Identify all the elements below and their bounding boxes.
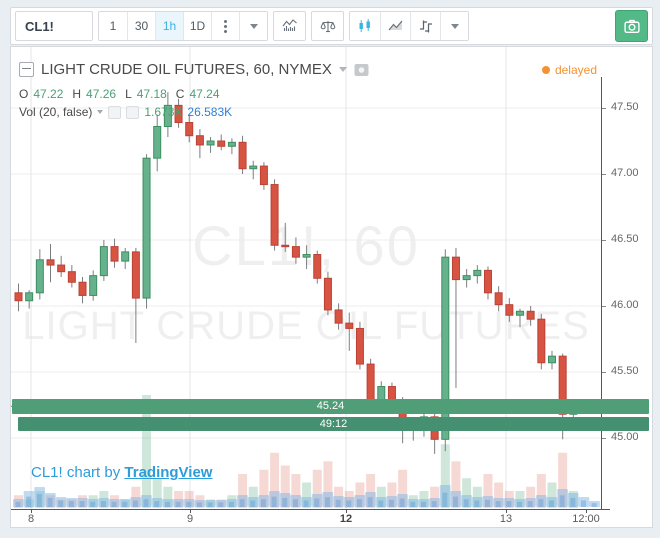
symbol-label: CL1! [25, 18, 54, 34]
price-tick-label: 47.50 [611, 101, 639, 113]
open-label: O [19, 87, 29, 101]
high-label: H [72, 87, 82, 101]
price-chart[interactable] [11, 47, 652, 527]
time-tick-label: 8 [27, 513, 35, 525]
interval-1-button[interactable]: 1 [99, 12, 127, 40]
price-axis[interactable]: 47.50 47.00 46.50 46.00 45.50 45.00 [602, 47, 652, 509]
volume-ma-value: 26.583K [187, 105, 233, 119]
price-tick [602, 239, 606, 241]
compare-scales-icon [320, 21, 335, 33]
price-tick [602, 371, 606, 373]
candles-style-button[interactable] [350, 12, 380, 40]
time-axis[interactable]: 8 9 12 13 12:00 [11, 509, 652, 527]
delayed-dot-icon [541, 66, 550, 74]
interval-1d-button[interactable]: 1D [183, 12, 211, 40]
bottom-band [13, 485, 600, 507]
price-tick-label: 45.50 [611, 365, 639, 377]
time-tick-label: 9 [186, 513, 194, 525]
price-tick-label: 45.00 [611, 431, 639, 443]
kebab-menu-icon [224, 24, 227, 28]
camera-icon [623, 19, 640, 33]
compare-button[interactable] [311, 11, 344, 41]
price-tick-label: 46.50 [611, 233, 639, 245]
time-tick-label: 13 [499, 513, 513, 525]
ohlc-row: O 47.22 H 47.26 L 47.18 C 47.24 [19, 87, 369, 101]
high-value: 47.26 [86, 87, 117, 101]
tradingview-link[interactable]: TradingView [124, 464, 213, 481]
price-tick [602, 305, 606, 307]
last-price-badge: 45.24 [12, 399, 649, 414]
collapse-legend-icon[interactable] [19, 62, 34, 77]
chart-style-group [349, 11, 469, 41]
time-tick [31, 509, 32, 513]
close-label: C [175, 87, 185, 101]
attribution-link[interactable]: CL1! chart by TradingView [31, 464, 212, 481]
price-tick-label: 46.00 [611, 299, 639, 311]
interval-more-button[interactable] [211, 12, 239, 40]
chart-area: CL1!, 60 LIGHT CRUDE OIL FUTURES LIGHT C… [10, 46, 653, 528]
interval-30-button[interactable]: 30 [127, 12, 155, 40]
symbol-button[interactable]: CL1! [15, 11, 93, 41]
style-dropdown-button[interactable] [440, 12, 468, 40]
time-tick-label: 12 [339, 513, 353, 525]
candles-icon [359, 19, 370, 32]
chevron-down-icon [249, 23, 258, 29]
low-label: L [125, 87, 132, 101]
snapshot-button[interactable] [615, 10, 648, 42]
volume-dropdown-icon[interactable] [97, 110, 104, 114]
bar-countdown-badge: 49:12 [18, 417, 649, 431]
axis-lines [11, 77, 610, 510]
title-dropdown-icon[interactable] [338, 67, 347, 72]
volume-value: 1.673K [144, 105, 183, 119]
chart-toolbar: CL1! 1 30 1h 1D [10, 7, 653, 45]
interval-dropdown-button[interactable] [239, 12, 267, 40]
low-value: 47.18 [136, 87, 167, 101]
close-value: 47.24 [189, 87, 220, 101]
delayed-badge: delayed [541, 63, 597, 77]
time-tick [190, 509, 191, 513]
step-line-icon [419, 20, 432, 33]
visibility-icon[interactable] [108, 105, 122, 119]
chart-title: LIGHT CRUDE OIL FUTURES, 60, NYMEX [41, 61, 332, 78]
price-tick-label: 47.00 [611, 167, 639, 179]
line-style-button[interactable] [380, 12, 410, 40]
indicators-icon [282, 19, 297, 31]
open-value: 47.22 [33, 87, 64, 101]
chart-legend: LIGHT CRUDE OIL FUTURES, 60, NYMEX O 47.… [19, 61, 369, 119]
volume-study-label: Vol (20, false) [19, 105, 93, 119]
interval-1h-button[interactable]: 1h [155, 12, 183, 40]
delayed-label: delayed [554, 63, 597, 77]
line-chart-icon [388, 20, 402, 31]
candles [14, 92, 578, 454]
indicators-button[interactable] [273, 11, 306, 41]
time-tick [506, 509, 507, 513]
price-tick [602, 437, 606, 439]
price-tick [602, 173, 606, 175]
volume-study-row: Vol (20, false) 1.673K 26.583K [19, 105, 369, 119]
interval-group: 1 30 1h 1D [98, 11, 268, 41]
settings-icon[interactable] [126, 105, 140, 119]
chevron-down-icon [450, 23, 459, 29]
time-tick-label: 12:00 [572, 513, 600, 525]
time-tick [346, 509, 347, 513]
step-style-button[interactable] [410, 12, 440, 40]
attribution-prefix: CL1! chart by [31, 464, 125, 481]
price-tick [602, 107, 606, 109]
grid-lines [11, 47, 601, 509]
legend-camera-icon[interactable] [354, 63, 369, 77]
time-tick [586, 509, 587, 513]
